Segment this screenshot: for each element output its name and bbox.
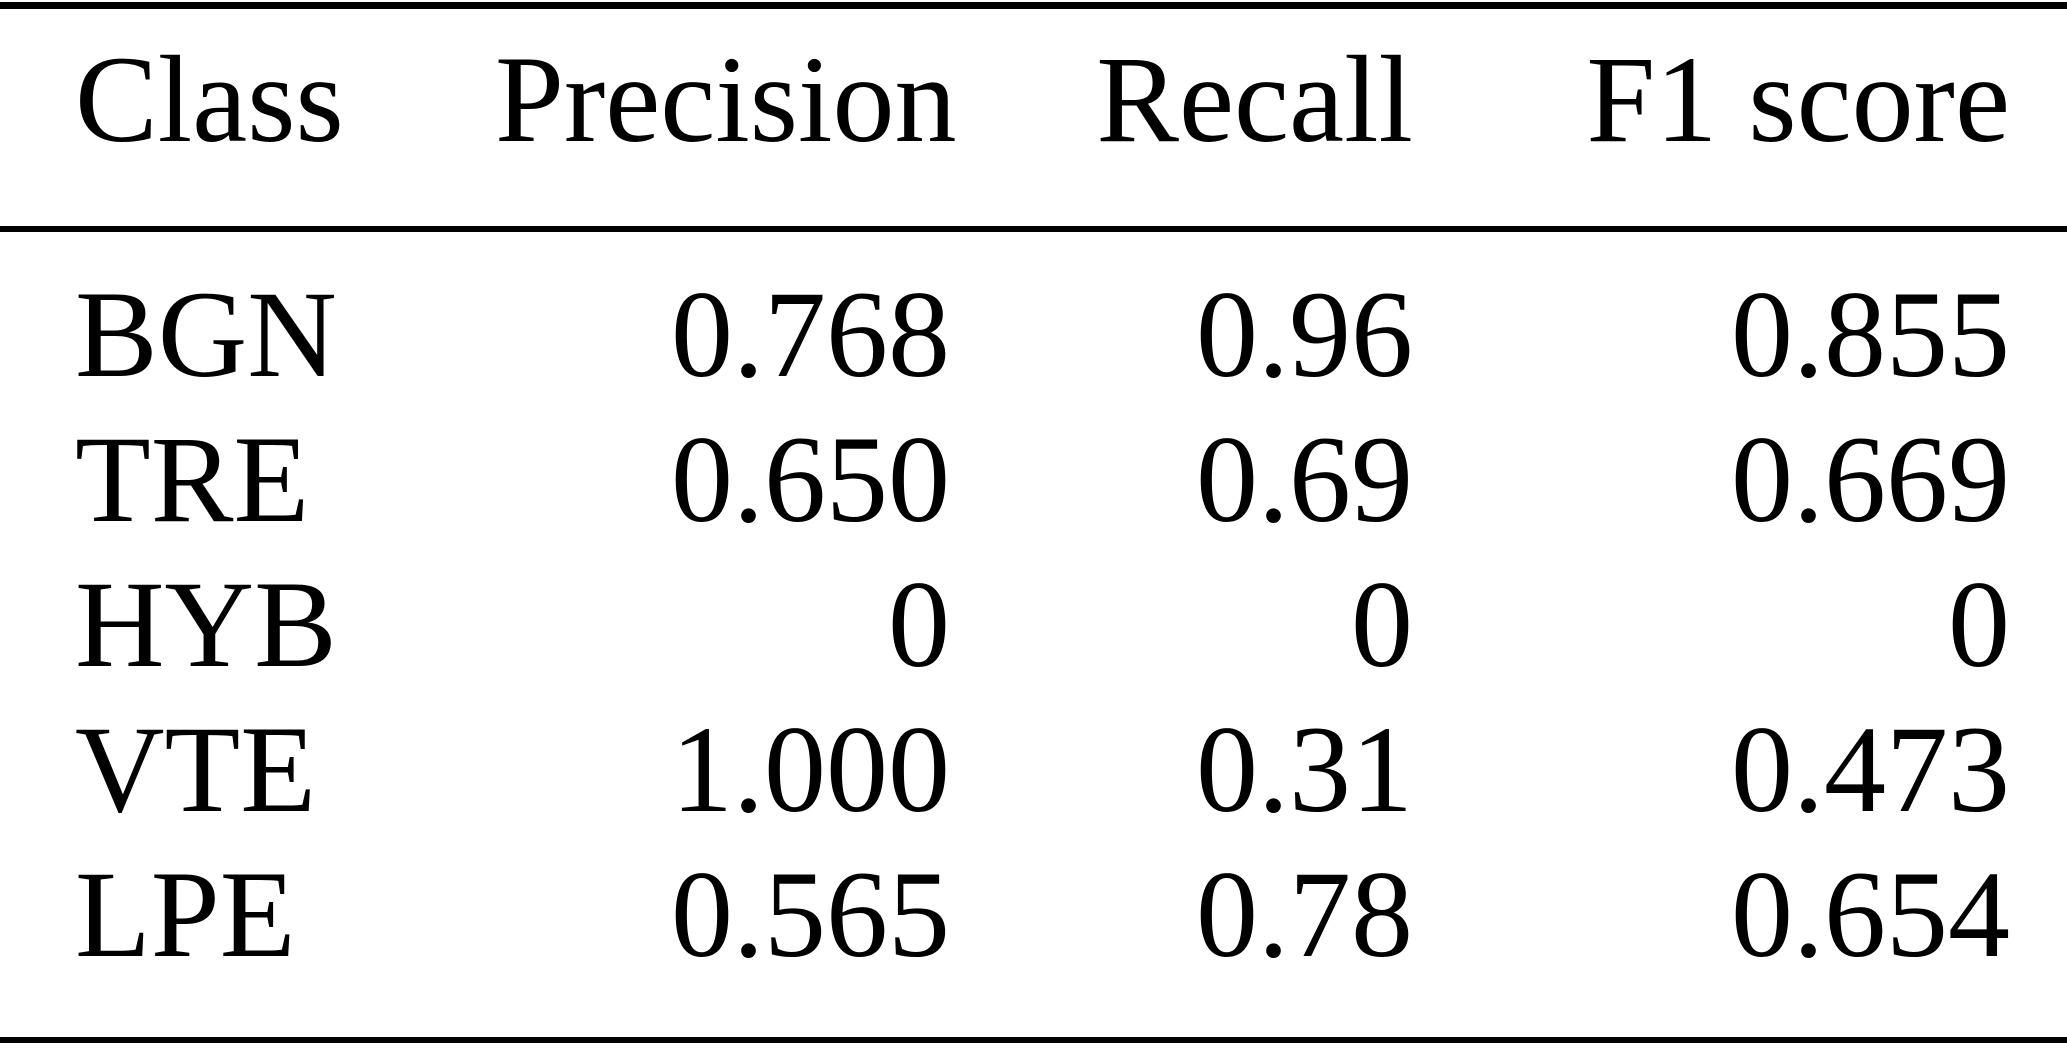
table-row: TRE 0.650 0.69 0.669: [0, 407, 2067, 552]
cell-precision: 0.768: [671, 266, 950, 403]
table-row: HYB 0 0 0: [0, 552, 2067, 697]
cell-class: LPE: [75, 846, 296, 983]
cell-precision: 0: [888, 556, 950, 693]
cell-f1-score: 0.669: [1731, 411, 2010, 548]
cell-f1-score: 0.654: [1731, 846, 2010, 983]
table-header-row: Class Precision Recall F1 score: [0, 5, 2067, 232]
column-header-precision: Precision: [495, 5, 957, 232]
cell-precision: 0.650: [671, 411, 950, 548]
cell-class: TRE: [75, 411, 310, 548]
table-row: LPE 0.565 0.78 0.654: [0, 842, 2067, 1040]
cell-recall: 0.78: [1196, 846, 1413, 983]
cell-f1-score: 0.855: [1731, 266, 2010, 403]
cell-recall: 0.69: [1196, 411, 1413, 548]
cell-recall: 0.31: [1196, 701, 1413, 838]
column-header-f1-score: F1 score: [1413, 5, 2067, 232]
cell-f1-score: 0.473: [1731, 701, 2010, 838]
cell-class: HYB: [75, 556, 337, 693]
cell-class: BGN: [75, 266, 337, 403]
table-body: BGN 0.768 0.96 0.855 TRE 0.650 0.69 0.66…: [0, 229, 2067, 1040]
table-row: VTE 1.000 0.31 0.473: [0, 697, 2067, 842]
cell-precision: 0.565: [671, 846, 950, 983]
column-header-class: Class: [0, 5, 495, 232]
cell-recall: 0: [1351, 556, 1413, 693]
cell-class: VTE: [75, 701, 317, 838]
cell-f1-score: 0: [1948, 556, 2010, 693]
table-row: BGN 0.768 0.96 0.855: [0, 229, 2067, 407]
cell-recall: 0.96: [1196, 266, 1413, 403]
column-header-recall: Recall: [950, 5, 1413, 232]
cell-precision: 1.000: [671, 701, 950, 838]
